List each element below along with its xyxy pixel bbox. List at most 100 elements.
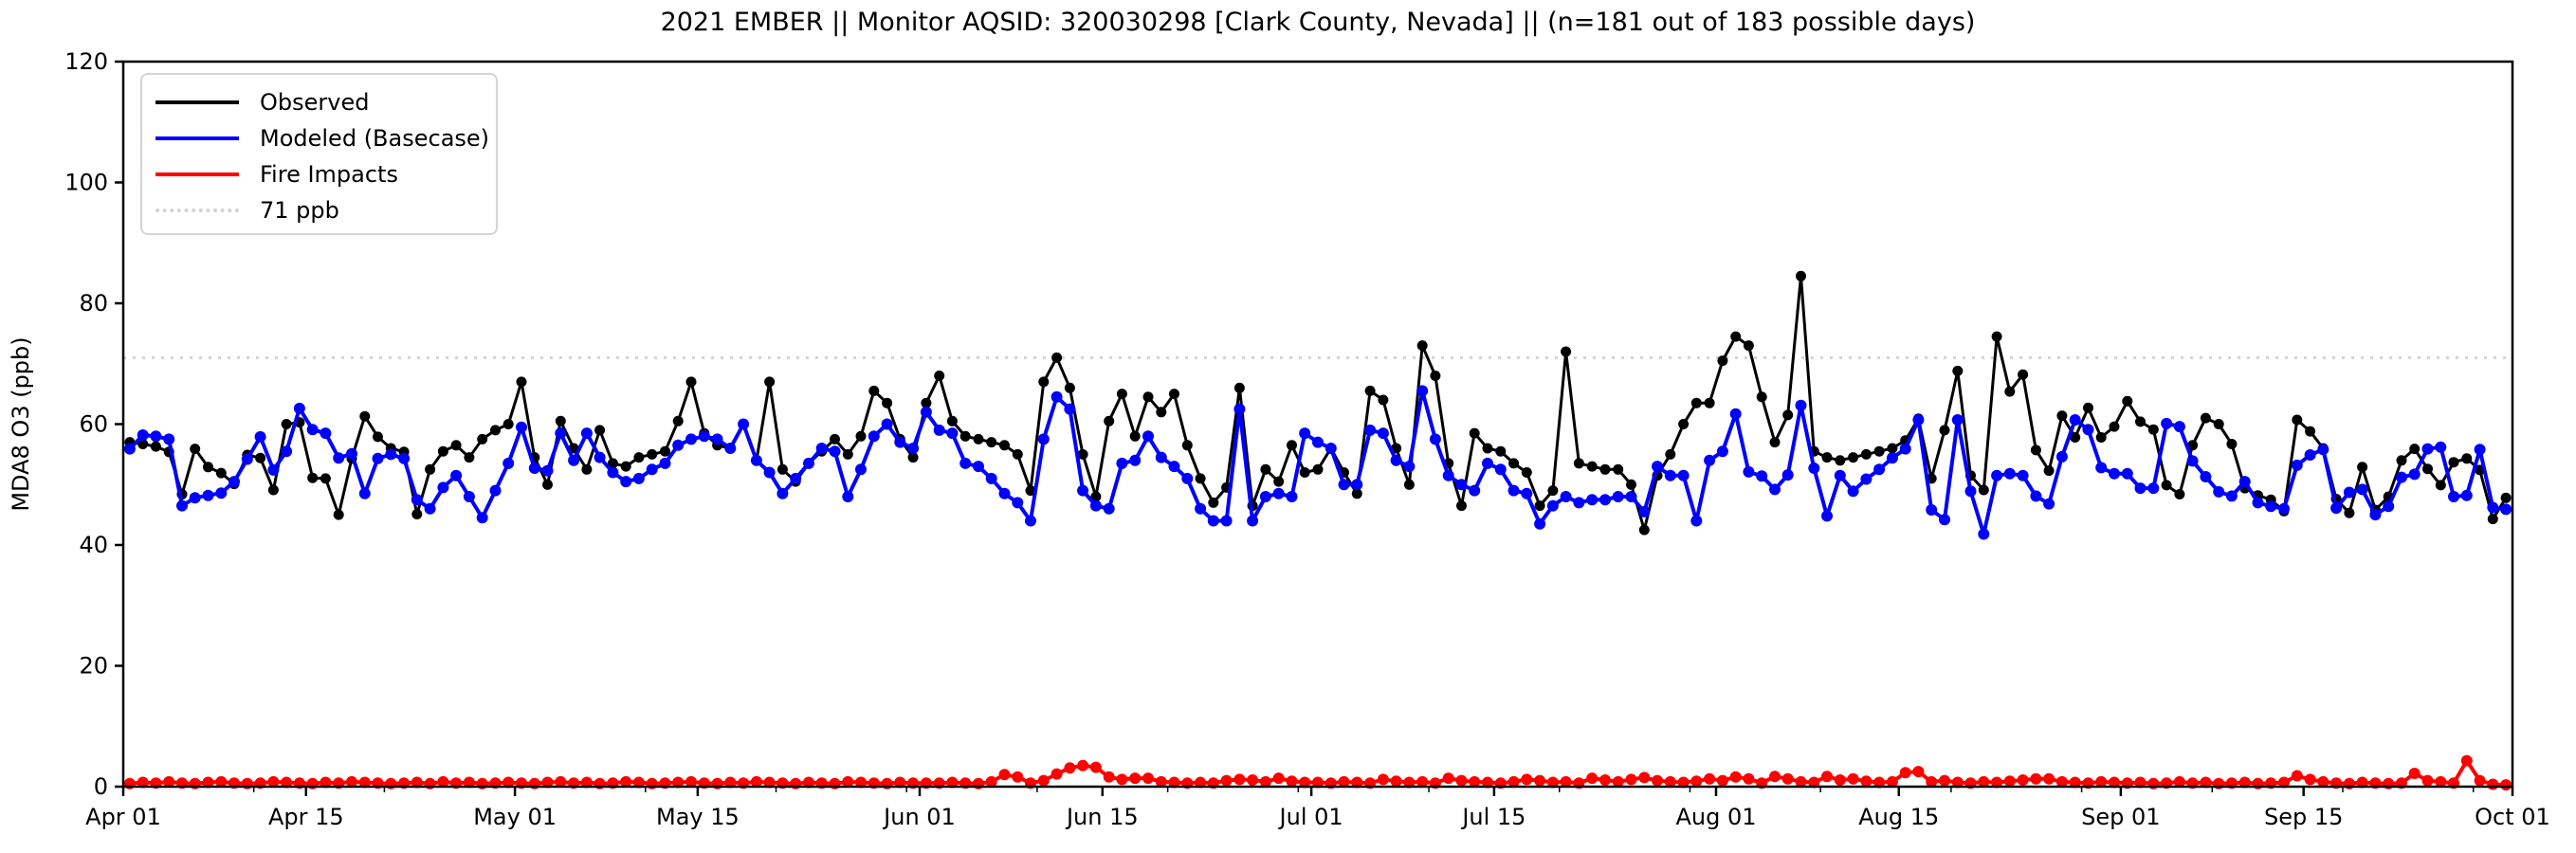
modeled-basecase-point <box>2213 485 2225 498</box>
modeled-basecase-point <box>1286 491 1298 502</box>
modeled-basecase-point <box>998 487 1011 499</box>
fire-impacts-point <box>842 775 854 788</box>
legend-row-fire-impacts: Fire Impacts <box>155 156 496 192</box>
modeled-basecase-point <box>776 487 789 499</box>
modeled-basecase-point <box>1259 491 1271 502</box>
modeled-basecase-point <box>333 452 345 464</box>
fire-impacts-point <box>1873 776 1886 789</box>
observed-point <box>1495 445 1507 457</box>
modeled-basecase-point <box>1272 487 1285 499</box>
modeled-basecase-point <box>281 445 293 458</box>
modeled-basecase-point <box>1442 469 1454 481</box>
fire-impacts-point <box>763 776 776 789</box>
observed-point <box>2147 424 2159 435</box>
modeled-basecase-point <box>555 427 567 440</box>
fire-impacts-point <box>1312 776 1324 789</box>
observed-point <box>1351 488 1362 499</box>
modeled-basecase-point <box>1834 469 1846 481</box>
fire-impacts-point <box>1077 759 1089 771</box>
modeled-basecase-point <box>1507 484 1520 497</box>
fire-impacts-point <box>1546 776 1559 789</box>
modeled-basecase-point <box>1195 502 1207 515</box>
modeled-basecase-point <box>1652 461 1663 473</box>
chart-title: 2021 EMBER || Monitor AQSID: 320030298 [… <box>660 8 1976 37</box>
observed-point <box>1978 484 1989 496</box>
fire-impacts-point <box>580 776 593 789</box>
modeled-basecase-point <box>2343 486 2355 499</box>
observed-point <box>581 463 593 475</box>
modeled-basecase-point <box>2043 498 2055 510</box>
observed-point <box>1599 463 1611 475</box>
observed-point <box>516 376 527 388</box>
modeled-basecase-point <box>1951 414 1964 426</box>
modeled-basecase-point <box>1912 414 1925 426</box>
modeled-basecase-point <box>137 429 149 441</box>
modeled-basecase-point <box>2278 502 2290 515</box>
observed-point <box>1939 425 1950 436</box>
modeled-basecase-point <box>189 492 201 504</box>
fire-impacts-point <box>2003 775 2016 788</box>
observed-point <box>1273 476 1285 487</box>
observed-point <box>934 371 945 381</box>
modeled-basecase-point <box>659 457 671 469</box>
observed-point <box>1169 389 1179 400</box>
fire-impacts-point <box>1912 766 1925 778</box>
modeled-basecase-point <box>437 481 449 494</box>
fire-impacts-point <box>1939 774 1950 787</box>
fire-impacts-point <box>1455 774 1468 787</box>
observed-point <box>1586 461 1598 472</box>
y-tick-label: 120 <box>64 48 108 75</box>
modeled-basecase-point <box>763 466 776 479</box>
fire-impacts-point <box>1926 775 1938 788</box>
modeled-basecase-point <box>698 430 710 443</box>
fire-impacts-point <box>2278 776 2290 789</box>
fire-impacts-point <box>2017 774 2029 786</box>
observed-point <box>1195 473 1206 484</box>
observed-point <box>2095 432 2107 443</box>
fire-impacts-point <box>2134 776 2147 789</box>
modeled-basecase-point <box>293 402 305 414</box>
fire-impacts-point <box>985 775 997 788</box>
modeled-basecase-point <box>1860 473 1873 485</box>
modeled-basecase-point <box>1546 499 1559 512</box>
observed-point <box>2122 395 2133 407</box>
modeled-basecase-point <box>2082 424 2094 436</box>
modeled-basecase-point <box>672 439 685 451</box>
modeled-basecase-point <box>346 447 357 460</box>
legend-row-71ppb: 71 ppb <box>155 192 496 228</box>
fire-impacts-point <box>320 776 332 789</box>
modeled-basecase-point <box>842 491 854 502</box>
fire-impacts-point <box>2435 775 2447 788</box>
observed-point <box>450 440 462 451</box>
modeled-basecase-point <box>1325 443 1337 454</box>
fire-impacts-point <box>946 776 959 789</box>
observed-point <box>1835 455 1846 466</box>
modeled-basecase-point <box>1469 484 1481 497</box>
modeled-basecase-point <box>2421 443 2434 455</box>
fire-impacts-point <box>1743 772 1755 785</box>
x-tick-label: Jul 15 <box>1460 804 1526 830</box>
fire-impacts-point <box>1729 771 1742 783</box>
modeled-basecase-point <box>267 463 280 476</box>
fire-impacts-point <box>1390 775 1402 788</box>
fire-impacts-point <box>1716 774 1728 787</box>
observed-point <box>907 452 919 463</box>
modeled-basecase-point <box>2055 450 2068 463</box>
fire-impacts-line-sample-icon <box>155 172 239 176</box>
observed-point <box>555 415 566 426</box>
modeled-basecase-point <box>463 491 475 502</box>
fire-impacts-point <box>1612 775 1624 788</box>
y-axis: 0 20 40 60 80 100 120 <box>64 48 123 800</box>
fire-impacts-point <box>1482 776 1493 789</box>
y-tick-label: 40 <box>79 532 108 558</box>
observed-point <box>2422 463 2433 475</box>
observed-point <box>1521 467 1532 478</box>
fire-impacts-point <box>1507 775 1520 788</box>
modeled-basecase-point <box>2487 501 2499 514</box>
modeled-basecase-point <box>1599 494 1611 506</box>
observed-point <box>685 376 697 388</box>
modeled-basecase-point <box>489 484 502 497</box>
observed-point <box>1782 409 1794 421</box>
observed-point <box>1181 440 1193 451</box>
